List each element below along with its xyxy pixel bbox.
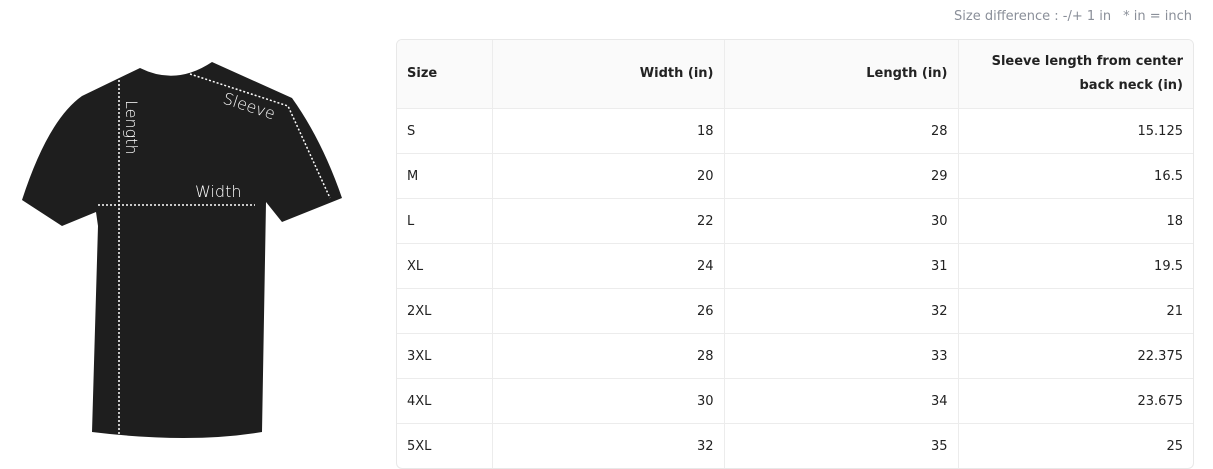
table-row: XL 24 31 19.5 xyxy=(397,243,1193,289)
table-cell: 29 xyxy=(723,153,958,199)
table-row: S 18 28 15.125 xyxy=(397,108,1193,154)
table-cell: 35 xyxy=(723,423,958,468)
width-label: Width xyxy=(195,182,241,201)
table-cell: 19.5 xyxy=(957,243,1193,289)
table-cell: 30 xyxy=(491,378,724,424)
table-cell: 4XL xyxy=(397,378,492,424)
table-cell: 20 xyxy=(491,153,724,199)
table-cell: 28 xyxy=(491,333,724,379)
table-row: 4XL 30 34 23.675 xyxy=(397,378,1193,424)
table-cell: 23.675 xyxy=(957,378,1193,424)
table-cell: 22.375 xyxy=(957,333,1193,379)
tshirt-shape xyxy=(22,62,342,438)
table-cell: 18 xyxy=(491,108,724,154)
header-length: Length (in) xyxy=(723,40,958,109)
size-note: Size difference : -/+ 1 in * in = inch xyxy=(942,9,1192,24)
size-difference: Size difference : -/+ 1 in xyxy=(954,9,1112,24)
table-cell: 31 xyxy=(723,243,958,289)
tshirt-diagram: Length Width Sleeve xyxy=(22,62,342,438)
size-chart-table: Size Width (in) Length (in) Sleeve lengt… xyxy=(397,40,1193,468)
table-row: 2XL 26 32 21 xyxy=(397,288,1193,334)
table-cell: L xyxy=(397,198,492,244)
header-size: Size xyxy=(397,40,492,109)
table-cell: 3XL xyxy=(397,333,492,379)
table-cell: 32 xyxy=(491,423,724,468)
table-row: M 20 29 16.5 xyxy=(397,153,1193,199)
table-cell: 15.125 xyxy=(957,108,1193,154)
unit-note: * in = inch xyxy=(1123,9,1192,24)
table-cell: 34 xyxy=(723,378,958,424)
table-cell: 22 xyxy=(491,198,724,244)
table-cell: S xyxy=(397,108,492,154)
table-cell: 18 xyxy=(957,198,1193,244)
table-cell: 28 xyxy=(723,108,958,154)
table-cell: 21 xyxy=(957,288,1193,334)
table-cell: 32 xyxy=(723,288,958,334)
table-cell: XL xyxy=(397,243,492,289)
table-cell: 16.5 xyxy=(957,153,1193,199)
header-width: Width (in) xyxy=(491,40,724,109)
table-row: L 22 30 18 xyxy=(397,198,1193,244)
table-cell: 24 xyxy=(491,243,724,289)
table-cell: 2XL xyxy=(397,288,492,334)
header-sleeve: Sleeve length from center back neck (in) xyxy=(957,40,1193,109)
table-cell: 5XL xyxy=(397,423,492,468)
table-header-row: Size Width (in) Length (in) Sleeve lengt… xyxy=(397,40,1193,109)
size-table-container: Size Width (in) Length (in) Sleeve lengt… xyxy=(396,39,1194,469)
table-cell: 33 xyxy=(723,333,958,379)
table-cell: 30 xyxy=(723,198,958,244)
table-cell: 25 xyxy=(957,423,1193,468)
table-row: 5XL 32 35 25 xyxy=(397,423,1193,468)
table-cell: M xyxy=(397,153,492,199)
table-cell: 26 xyxy=(491,288,724,334)
length-label: Length xyxy=(122,100,141,155)
table-row: 3XL 28 33 22.375 xyxy=(397,333,1193,379)
